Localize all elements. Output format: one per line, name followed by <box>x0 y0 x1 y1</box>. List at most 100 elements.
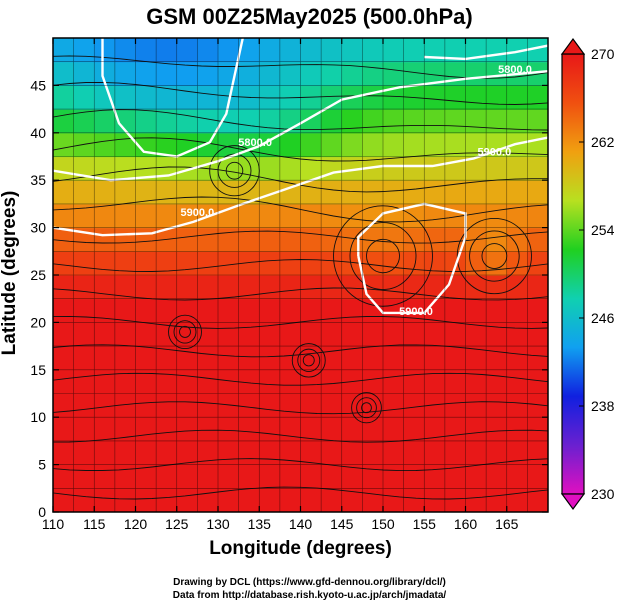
y-tick-label: 20 <box>30 314 46 330</box>
x-tick-label: 160 <box>454 516 478 532</box>
temperature-cell <box>218 132 240 158</box>
temperature-cell <box>527 417 548 442</box>
streamline-gyre <box>173 320 197 344</box>
streamline <box>53 137 548 162</box>
temperature-cell <box>114 417 137 442</box>
temperature-cell <box>218 393 240 418</box>
temperature-cell <box>321 61 343 86</box>
temperature-cell <box>279 488 302 512</box>
temperature-cell <box>341 275 363 300</box>
streamline <box>53 429 548 443</box>
temperature-cell <box>259 298 281 323</box>
temperature-cell <box>403 346 425 371</box>
temperature-cell <box>362 61 384 86</box>
temperature-cell <box>94 61 116 86</box>
temperature-cell <box>362 251 384 276</box>
temperature-cell <box>73 61 95 86</box>
temperature-cell <box>197 346 219 371</box>
temperature-cell <box>465 417 487 442</box>
temperature-cell <box>300 275 322 300</box>
temperature-cell <box>73 180 95 205</box>
temperature-cell <box>465 322 487 347</box>
temperature-cell <box>238 322 260 347</box>
temperature-cell <box>94 346 116 371</box>
temperature-cell <box>383 322 405 347</box>
temperature-cell <box>94 251 116 276</box>
temperature-cell <box>444 109 467 134</box>
temperature-cell <box>259 464 281 489</box>
streamline-gyre <box>168 314 202 350</box>
temperature-cell <box>341 393 363 418</box>
temperature-cell <box>114 61 137 86</box>
temperature-cell <box>506 369 528 395</box>
temperature-cell <box>94 132 116 158</box>
temperature-cell <box>197 369 219 395</box>
temperature-cell <box>527 203 548 229</box>
streamline-gyre <box>302 354 315 367</box>
temperature-cell <box>403 251 425 276</box>
y-tick-label: 35 <box>30 172 46 188</box>
temperature-cell <box>73 322 95 347</box>
temperature-cell <box>383 61 405 86</box>
temperature-cell <box>486 417 508 442</box>
temperature-cell <box>53 61 75 86</box>
temperature-cell <box>135 464 157 489</box>
temperature-cell <box>362 227 384 252</box>
temperature-cell <box>218 369 240 395</box>
temperature-cell <box>300 251 322 276</box>
temperature-cell <box>486 156 508 181</box>
temperature-cell <box>465 488 487 512</box>
temperature-cell <box>527 440 548 466</box>
temperature-cell <box>321 369 343 395</box>
temperature-cell <box>341 298 363 323</box>
streamline <box>53 486 548 500</box>
temperature-cell <box>94 298 116 323</box>
temperature-cell <box>259 346 281 371</box>
temperature-cell <box>197 109 219 134</box>
temperature-cell <box>279 251 302 276</box>
temperature-cell <box>362 440 384 466</box>
temperature-cell <box>383 488 405 512</box>
temperature-cell <box>444 393 467 418</box>
temperature-cell <box>321 38 343 63</box>
temperature-cell <box>300 61 322 86</box>
temperature-cell <box>362 85 384 110</box>
temperature-cell <box>259 38 281 63</box>
temperature-cell <box>424 440 446 466</box>
temperature-cell <box>300 488 322 512</box>
temperature-cell <box>383 180 405 205</box>
temperature-cell <box>156 85 178 110</box>
temperature-cell <box>135 275 157 300</box>
temperature-cell <box>300 393 322 418</box>
temperature-cell <box>300 203 322 229</box>
colorbar-tick-label: 246 <box>591 310 615 326</box>
temperature-cell <box>94 85 116 110</box>
temperature-cell <box>403 132 425 158</box>
temperature-cell <box>114 109 137 134</box>
temperature-cell <box>444 227 467 252</box>
x-tick-label: 145 <box>330 516 354 532</box>
temperature-cell <box>383 275 405 300</box>
temperature-cell <box>321 132 343 158</box>
temperature-cell <box>238 440 260 466</box>
temperature-cell <box>73 488 95 512</box>
temperature-cell <box>94 275 116 300</box>
temperature-cell <box>444 346 467 371</box>
temperature-cell <box>362 488 384 512</box>
temperature-cell <box>259 275 281 300</box>
temperature-cell <box>362 346 384 371</box>
temperature-cell <box>527 38 548 63</box>
x-tick-label: 155 <box>413 516 437 532</box>
temperature-cell <box>362 369 384 395</box>
temperature-cell <box>218 464 240 489</box>
temperature-cell <box>259 369 281 395</box>
temperature-cell <box>300 38 322 63</box>
temperature-cell <box>73 251 95 276</box>
temperature-cell <box>156 488 178 512</box>
temperature-cell <box>135 417 157 442</box>
chart-title: GSM 00Z25May2025 (500.0hPa) <box>146 4 473 29</box>
temperature-cell <box>53 488 75 512</box>
temperature-cell <box>362 109 384 134</box>
temperature-cell <box>156 464 178 489</box>
temperature-cell <box>114 132 137 158</box>
